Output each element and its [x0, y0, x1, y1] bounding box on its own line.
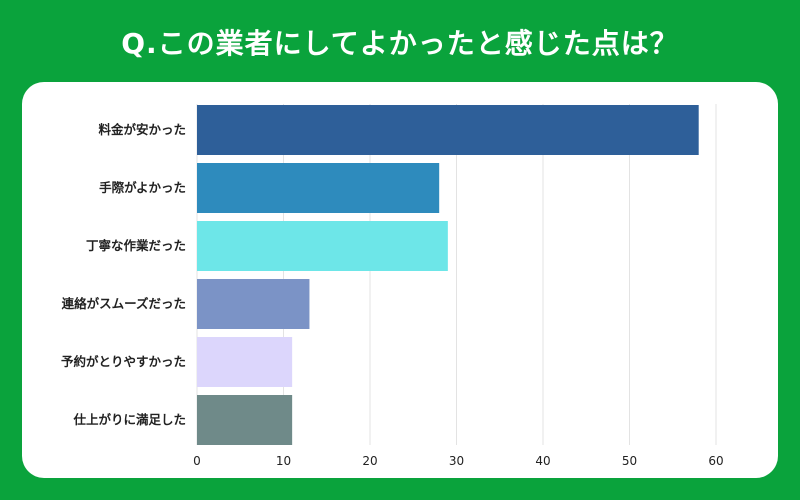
x-tick-label-6: 60: [708, 454, 723, 468]
bar-4: [197, 337, 293, 387]
x-tick-label-4: 40: [535, 454, 550, 468]
bar-0: [197, 105, 699, 155]
x-tick-label-5: 50: [622, 454, 637, 468]
category-label-3: 連絡がスムーズだった: [62, 296, 186, 311]
category-label-4: 予約がとりやすかった: [61, 354, 186, 369]
chart-card: 料金が安かった 手際がよかった丁寧な作業だった連絡がスムーズだった 予約がとりやすか…: [22, 82, 778, 478]
bar-5: [197, 395, 293, 445]
bar-1: [197, 163, 440, 213]
page-title: Q.この業者にしてよかったと感じた点は？: [121, 27, 679, 60]
category-label-2: 丁寧な作業だった: [86, 238, 186, 253]
bar-chart: 料金が安かった手際がよかった丁寧な作業だった連絡がスムーズだった予約がとりやすか…: [61, 104, 724, 468]
x-tick-label-3: 30: [449, 454, 464, 468]
bar-3: [197, 279, 310, 329]
x-tick-label-1: 10: [276, 454, 291, 468]
category-label-1: 手際がよかった: [99, 180, 186, 195]
x-tick-label-2: 20: [362, 454, 377, 468]
x-tick-label-0: 0: [193, 454, 201, 468]
category-label-5: 仕上がりに満足した: [72, 412, 186, 427]
category-label-0: 料金が安かった: [98, 122, 186, 137]
bar-2: [197, 221, 448, 271]
